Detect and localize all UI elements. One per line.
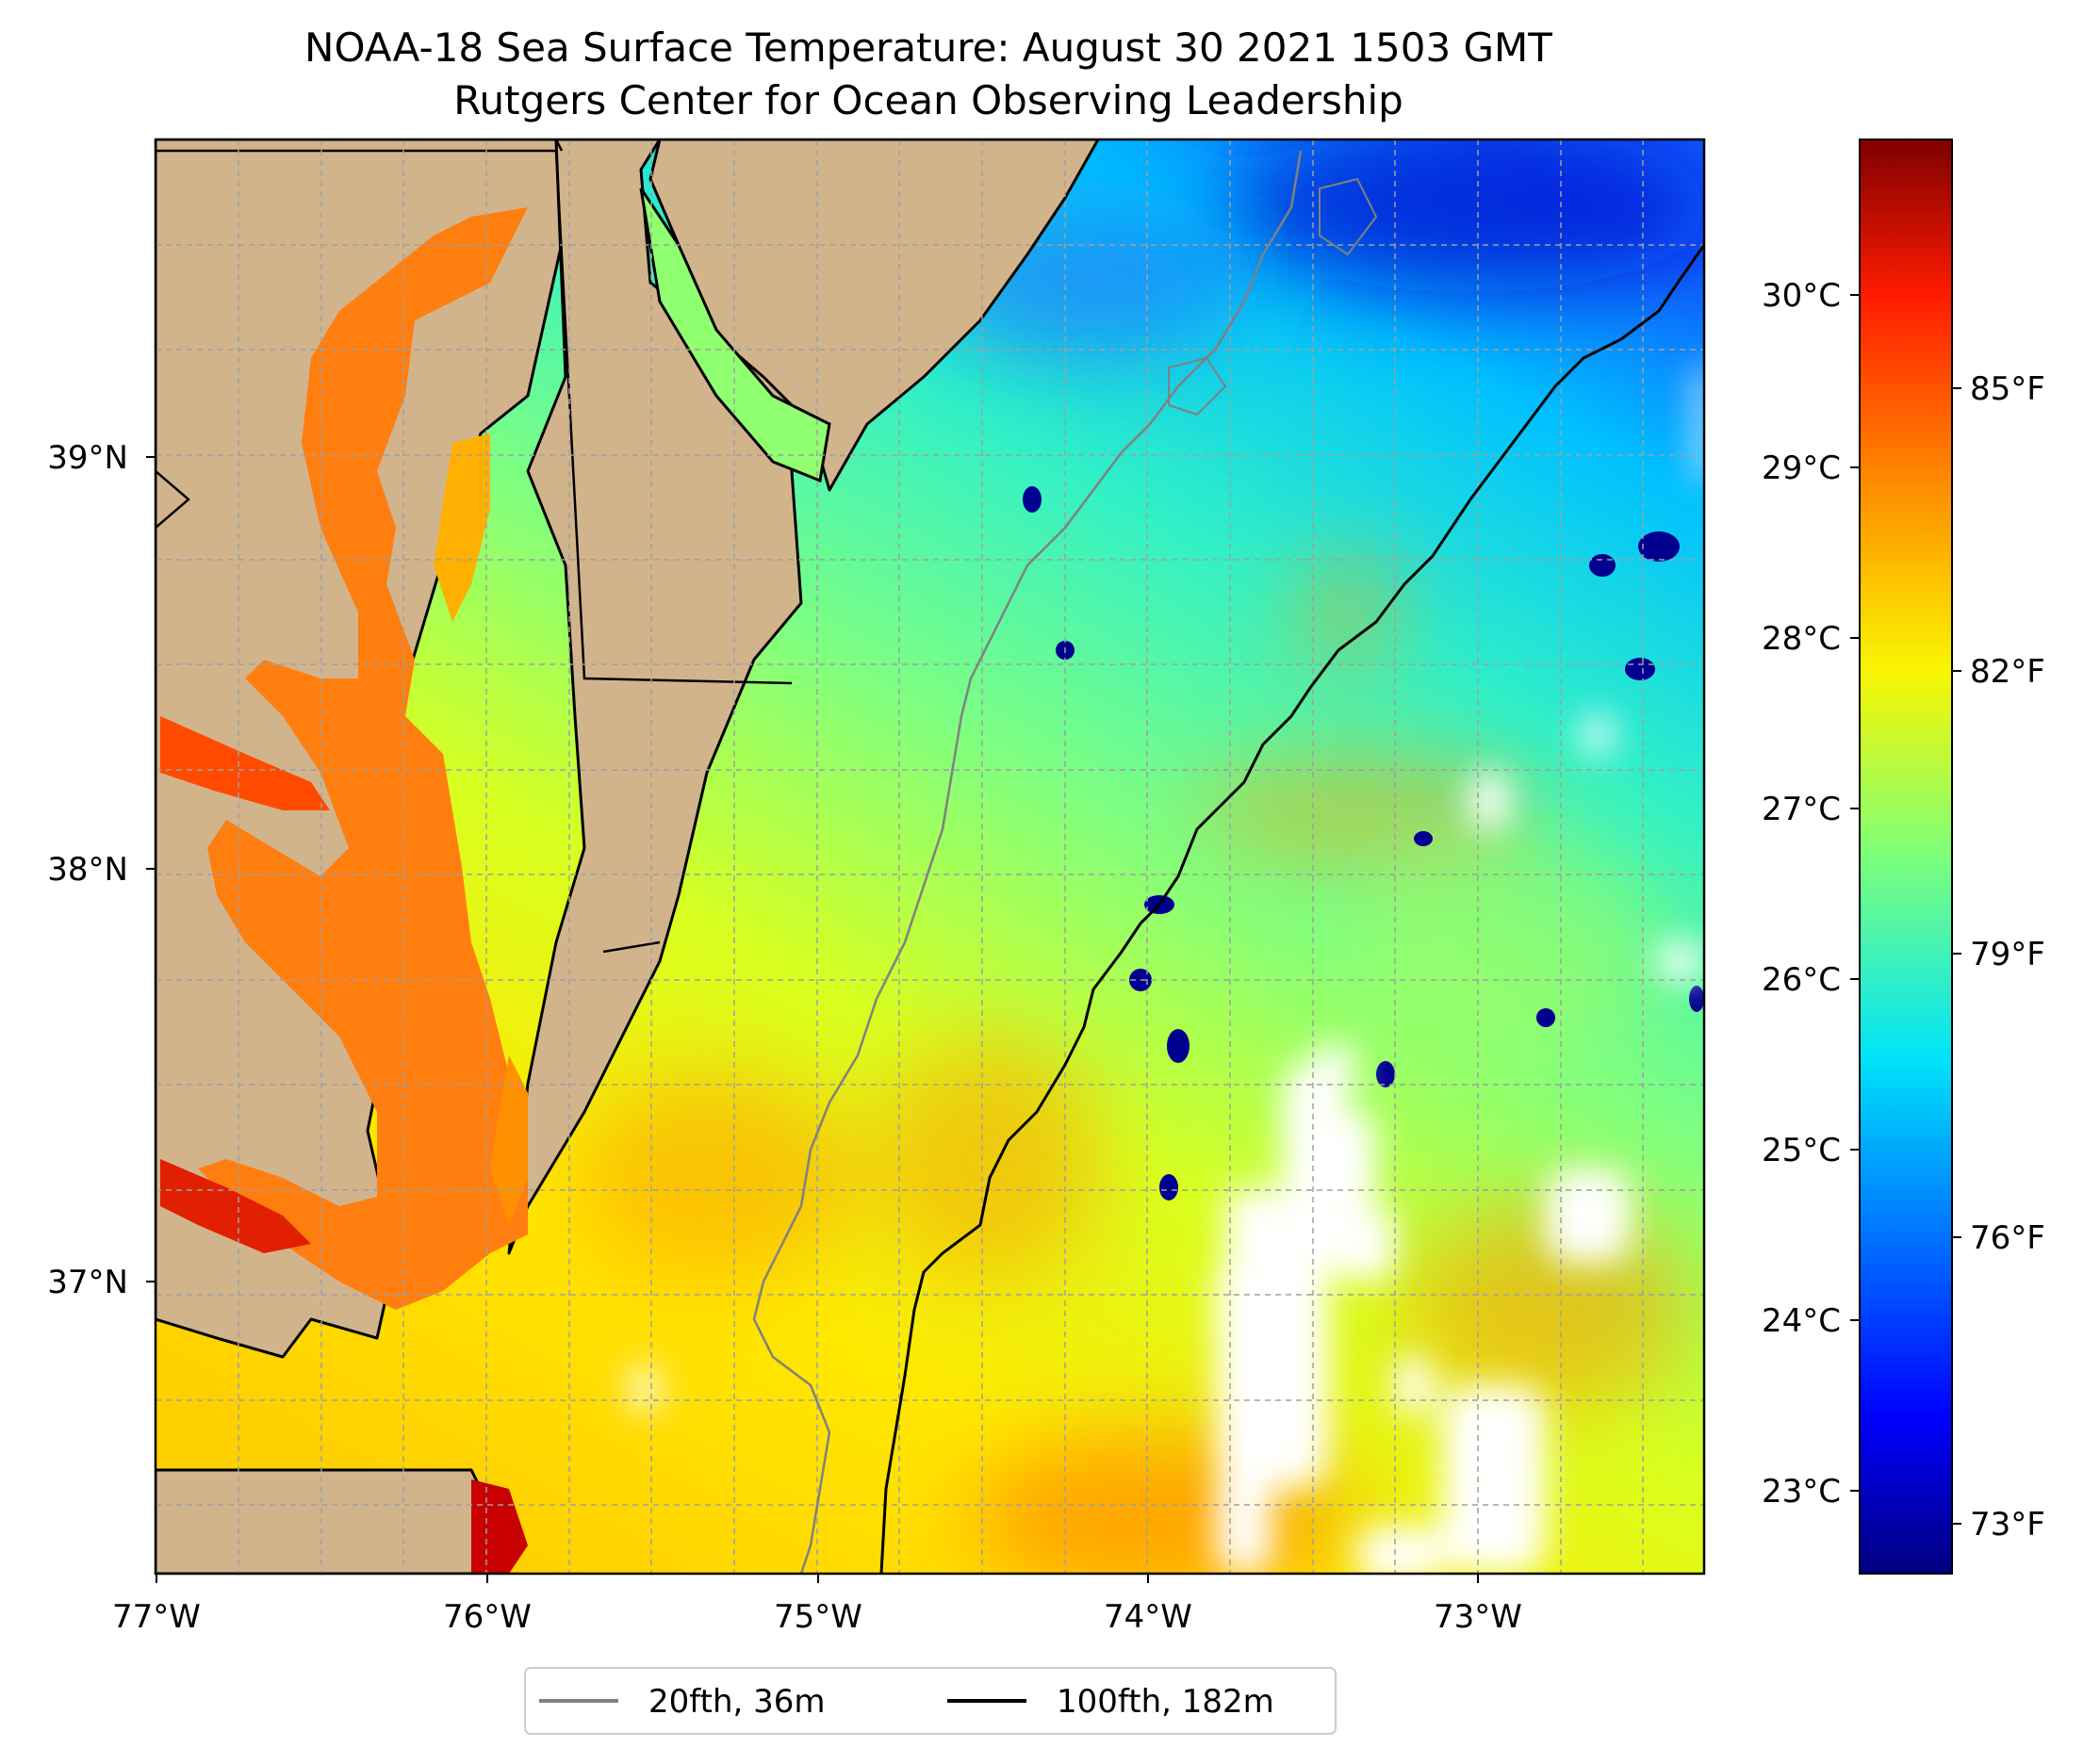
state-borders xyxy=(156,139,793,1472)
colorbar-celsius-labels: 30°C 29°C 28°C 27°C 26°C 25°C 24°C 23°C xyxy=(1762,277,1841,1511)
contour-20fth-island xyxy=(1168,356,1227,416)
grid xyxy=(156,139,1704,1574)
cloud-gaps xyxy=(632,368,1704,1574)
map-panel xyxy=(156,139,1704,1574)
y-axis-ticks xyxy=(146,456,156,1282)
y-tick-label: 38°N xyxy=(47,851,128,889)
x-tick-label: 76°W xyxy=(443,1598,532,1636)
x-axis-labels: 77°W 76°W 75°W 74°W 73°W xyxy=(112,1598,1522,1636)
celsius-tick: 30°C xyxy=(1762,277,1841,315)
delaware-bay xyxy=(639,188,831,483)
fahrenheit-tick: 79°F xyxy=(1970,936,2045,973)
celsius-tick: 26°C xyxy=(1762,961,1841,999)
legend-box xyxy=(524,1667,1337,1735)
chesapeake-bay xyxy=(160,207,528,1574)
y-axis-labels: 39°N 38°N 37°N xyxy=(47,439,128,1301)
fahrenheit-tick: 76°F xyxy=(1970,1219,2045,1257)
celsius-tick: 28°C xyxy=(1762,620,1841,658)
celsius-tick: 24°C xyxy=(1762,1302,1841,1340)
colorbar-fahrenheit-ticks xyxy=(1952,387,1961,1525)
colorbar-celsius-ticks xyxy=(1850,294,1860,1492)
x-axis-ticks xyxy=(156,1574,1479,1583)
fahrenheit-tick: 85°F xyxy=(1970,370,2045,408)
legend-label-20fth: 20fth, 36m xyxy=(648,1683,826,1721)
chart-subtitle: Rutgers Center for Ocean Observing Leade… xyxy=(453,77,1403,123)
contour-100fth xyxy=(879,244,1704,1574)
celsius-tick: 25°C xyxy=(1762,1132,1841,1169)
legend-label-100fth: 100fth, 182m xyxy=(1057,1683,1274,1721)
legend: 20fth, 36m 100fth, 182m xyxy=(524,1667,1337,1735)
colorbar xyxy=(1859,139,1953,1575)
y-tick-label: 37°N xyxy=(47,1264,128,1301)
cold-specks xyxy=(1023,486,1704,1200)
x-tick-label: 73°W xyxy=(1434,1598,1522,1636)
map-frame xyxy=(154,138,1706,1576)
y-tick-label: 39°N xyxy=(47,439,128,477)
celsius-tick: 27°C xyxy=(1762,791,1841,828)
colorbar-fahrenheit-labels: 85°F 82°F 79°F 76°F 73°F xyxy=(1970,370,2045,1544)
x-tick-label: 75°W xyxy=(774,1598,862,1636)
celsius-tick: 23°C xyxy=(1762,1473,1841,1511)
x-tick-label: 74°W xyxy=(1104,1598,1192,1636)
fahrenheit-tick: 73°F xyxy=(1970,1506,2045,1544)
celsius-tick: 29°C xyxy=(1762,449,1841,487)
x-tick-label: 77°W xyxy=(112,1598,201,1636)
chart-title: NOAA-18 Sea Surface Temperature: August … xyxy=(304,24,1552,71)
fahrenheit-tick: 82°F xyxy=(1970,653,2045,691)
contour-20fth-island-2 xyxy=(1319,177,1378,256)
